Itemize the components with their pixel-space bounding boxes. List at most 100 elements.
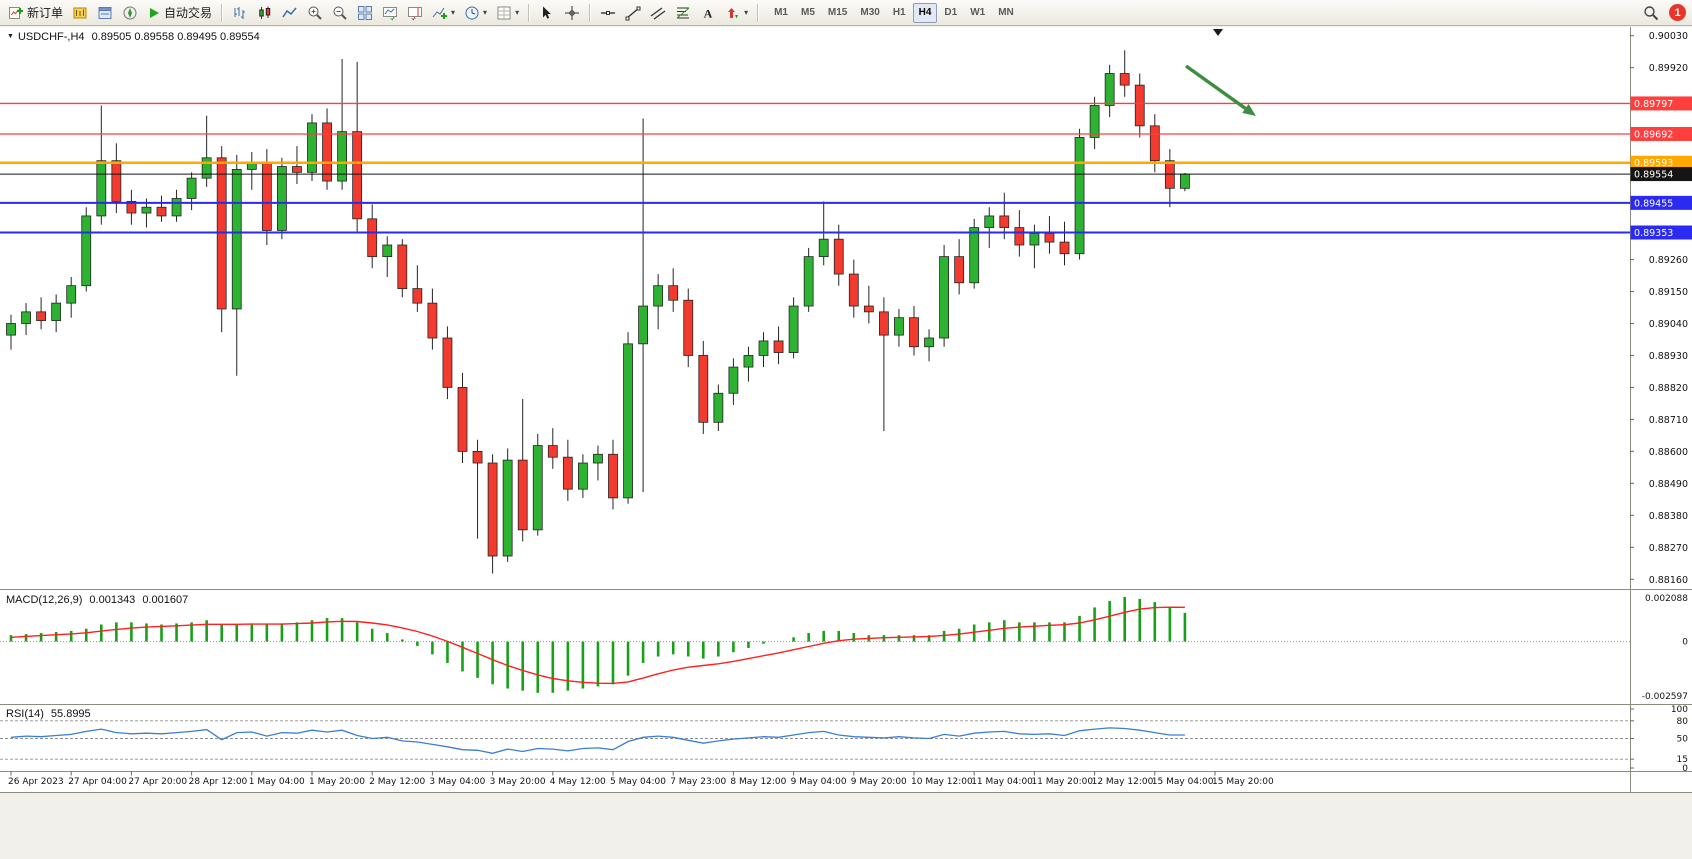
rsi-tick-label: 0 [1682,764,1688,774]
market-watch-icon [73,7,87,18]
up-candle [1074,137,1085,255]
horizontal-line-button[interactable] [596,2,620,24]
time-label: 1 May 20:00 [309,777,365,787]
market-watch-button[interactable] [68,2,92,24]
down-candle [517,459,528,531]
fibonacci-icon [676,7,690,18]
line-chart-icon [282,7,297,17]
symbol-collapse-icon[interactable]: ▼ [7,33,14,40]
price-tick-label: 0.88490 [1649,479,1688,490]
down-candle [863,305,874,313]
up-candle [803,256,814,307]
arrow-annotation-head[interactable] [1242,104,1256,116]
up-candle [246,163,257,170]
arrow-annotation[interactable] [1185,64,1247,110]
macd-tick-label: 0 [1682,638,1688,648]
up-candle [502,459,513,557]
templates-button[interactable]: ▾ [492,2,523,24]
down-candle [442,337,453,388]
price-badge-label: 0.89593 [1634,158,1673,169]
timeframe-button-mn[interactable]: MN [992,3,1020,23]
up-candle [578,462,588,490]
data-window-button[interactable] [93,2,117,24]
indicators-icon [432,7,448,19]
indicators-button[interactable]: ▾ [428,2,459,24]
down-candle [156,206,167,217]
price-axis[interactable]: 0.90030 0.89920 0.89260 0.89150 0.89040 0.889… [1630,31,1688,586]
arrows-tool-button[interactable]: ▾ [721,2,752,24]
search-button[interactable] [1639,2,1663,24]
zoom-in-button[interactable] [303,2,327,24]
rsi-tick-label: 80 [1677,717,1689,727]
time-label: 15 May 04:00 [1152,777,1214,787]
tile-windows-icon [358,5,373,20]
up-candle [984,215,995,228]
time-label: 27 Apr 04:00 [68,777,127,787]
cursor-button[interactable] [535,2,559,24]
macd-tick-label: -0.002597 [1642,692,1688,702]
timeframe-button-m1[interactable]: M1 [768,3,794,23]
timeframe-button-m5[interactable]: M5 [795,3,821,23]
price-badge: 0.89554 [1630,167,1692,182]
auto-scroll-button[interactable] [378,2,402,24]
macd-axis[interactable]: 0.002088 0 -0.002597 [1642,594,1688,702]
rsi-line [10,727,1185,754]
autotrading-icon [150,7,160,18]
templates-icon [497,6,511,19]
rsi-tick-label: 50 [1677,735,1689,745]
down-candle [683,299,694,356]
timeframe-button-m15[interactable]: M15 [822,3,853,23]
autotrading-label: 自动交易 [164,6,213,20]
up-candle [623,343,633,499]
price-badge: 0.89797 [1630,96,1692,111]
up-candle [593,453,603,464]
rsi-title: RSI(14) [6,708,44,720]
notification-badge[interactable]: 1 [1669,4,1686,21]
ohlc-values: 0.89505 0.89558 0.89495 0.89554 [91,31,260,43]
down-candle [848,273,859,307]
timeframe-button-d1[interactable]: D1 [938,3,963,23]
periods-button[interactable]: ▾ [460,2,491,24]
up-candle [337,131,348,182]
down-candle [547,445,558,458]
up-candle [818,238,829,258]
timeframe-button-h4[interactable]: H4 [912,2,938,23]
rsi-axis[interactable]: 100 80 50 150 [1630,705,1688,774]
tile-windows-button[interactable] [353,2,377,24]
chart-shift-marker-icon[interactable] [1213,29,1223,36]
time-label: 7 May 23:00 [670,777,726,787]
price-tick-label: 0.88600 [1649,447,1688,458]
autotrading-button[interactable]: 自动交易 [143,2,216,24]
up-candle [51,302,62,321]
text-tool-button[interactable]: A [696,2,720,24]
trendline-button[interactable] [621,2,645,24]
new-order-icon [9,6,23,19]
macd-tick-label: 0.002088 [1645,594,1688,604]
crosshair-button[interactable] [560,2,584,24]
down-candle [412,288,423,304]
price-tick-label: 0.90030 [1649,31,1688,42]
candlestick-chart-button[interactable] [253,2,277,24]
search-icon [1644,5,1659,20]
chart-shift-button[interactable] [403,2,427,24]
fibonacci-button[interactable] [671,2,695,24]
price-badge-label: 0.89554 [1634,170,1673,181]
horizontal-line-icon [601,10,616,15]
bar-chart-button[interactable] [228,2,252,24]
zoom-out-button[interactable] [328,2,352,24]
time-label: 5 May 04:00 [610,777,666,787]
timeframe-button-m30[interactable]: M30 [854,3,885,23]
timeframe-button-w1[interactable]: W1 [964,3,991,23]
down-candle [1134,84,1145,127]
up-candle [307,122,317,173]
time-label: 2 May 12:00 [369,777,425,787]
new-order-button[interactable]: 新订单 [4,2,67,24]
equidistant-channel-button[interactable] [646,2,670,24]
toolbar-separator [528,3,531,22]
timeframe-button-h1[interactable]: H1 [887,3,912,23]
line-chart-button[interactable] [278,2,302,24]
navigator-button[interactable] [118,2,142,24]
time-axis[interactable]: 26 Apr 2023 27 Apr 04:00 27 Apr 20:00 28 Ap… [8,771,1274,788]
